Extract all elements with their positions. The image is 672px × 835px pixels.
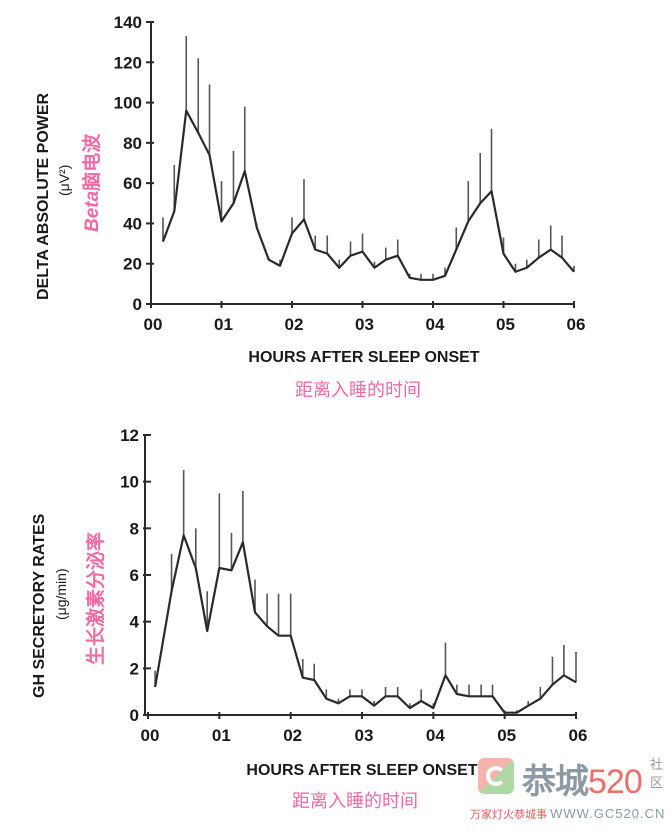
y-tick-label: 6 xyxy=(130,566,139,585)
x-tick-label: 03 xyxy=(355,315,374,334)
y-axis-cn-label: Beta脑电波 xyxy=(80,133,103,232)
x-tick-label: 06 xyxy=(569,726,588,745)
x-tick-label: 03 xyxy=(355,726,374,745)
x-tick-label: 00 xyxy=(141,726,160,745)
y-axis-cn-text: 脑电波 xyxy=(80,133,103,192)
y-tick-label: 8 xyxy=(130,519,139,538)
y-tick-label: 40 xyxy=(123,214,142,233)
y-tick-label: 100 xyxy=(114,94,142,113)
y-axis-title: DELTA ABSOLUTE POWER xyxy=(35,92,52,300)
x-tick-label: 00 xyxy=(144,315,163,334)
y-tick-label: 10 xyxy=(120,473,139,492)
y-axis-unit: (μg/min) xyxy=(53,568,69,620)
error-bars xyxy=(162,36,575,280)
y-tick-label: 12 xyxy=(120,426,139,445)
watermark-slogan: 万家灯火恭城事 WWW.GC520.CN xyxy=(470,806,666,821)
delta-power-chart: 0 20 40 60 80 100 120 140 00 01 02 03 04 05 06 DELTA … xyxy=(0,0,672,410)
x-axis-cn-label: 距离入睡的时间 xyxy=(292,791,418,811)
x-tick-label: 04 xyxy=(426,315,445,334)
x-tick-label: 05 xyxy=(496,315,515,334)
x-axis-title: HOURS AFTER SLEEP ONSET xyxy=(248,349,479,366)
x-tick-label: 04 xyxy=(426,726,445,745)
y-axis-title: GH SECRETORY RATES xyxy=(31,513,48,698)
x-axis-ticks: 00 01 02 03 04 05 06 xyxy=(144,301,586,334)
gh-secretory-chart: 0 2 4 6 8 10 12 00 01 02 03 04 05 06 GH SECRETORY RA… xyxy=(0,415,672,830)
watermark-brand: 恭城520 xyxy=(522,763,643,801)
x-axis-cn-label: 距离入睡的时间 xyxy=(295,380,421,400)
y-tick-label: 20 xyxy=(123,255,142,274)
x-tick-label: 05 xyxy=(497,726,516,745)
x-tick-label: 02 xyxy=(285,315,304,334)
x-tick-label: 02 xyxy=(283,726,302,745)
watermark: 恭城520 社区 万家灯火恭城事 WWW.GC520.CN xyxy=(470,750,670,830)
y-tick-label: 0 xyxy=(133,295,142,314)
y-axis-cn-label: 生长激素分泌率 xyxy=(84,532,107,665)
y-tick-label: 0 xyxy=(130,706,139,725)
y-axis-ticks: 0 20 40 60 80 100 120 140 xyxy=(114,13,154,314)
y-tick-label: 140 xyxy=(114,13,142,32)
x-tick-label: 01 xyxy=(212,726,231,745)
watermark-logo-icon xyxy=(478,758,514,794)
y-axis-ticks: 0 2 4 6 8 10 12 xyxy=(120,426,151,725)
error-bars xyxy=(154,470,577,713)
x-tick-label: 06 xyxy=(567,315,586,334)
y-tick-label: 80 xyxy=(123,134,142,153)
watermark-side-text: 社区 xyxy=(650,757,664,790)
y-axis-unit: (μV²) xyxy=(56,165,72,196)
x-tick-label: 01 xyxy=(214,315,233,334)
y-tick-label: 4 xyxy=(130,613,140,632)
x-axis-title: HOURS AFTER SLEEP ONSET xyxy=(246,762,477,779)
y-tick-label: 60 xyxy=(123,174,142,193)
y-axis-cn-prefix: Beta xyxy=(82,190,103,232)
x-axis-ticks: 00 01 02 03 04 05 06 xyxy=(141,712,588,745)
y-tick-label: 120 xyxy=(114,53,142,72)
data-series-line xyxy=(154,534,577,714)
data-series-line xyxy=(161,109,575,281)
delta-power-plot: 0 20 40 60 80 100 120 140 00 01 02 03 04 05 06 DELTA … xyxy=(35,13,586,400)
y-tick-label: 2 xyxy=(130,659,139,678)
